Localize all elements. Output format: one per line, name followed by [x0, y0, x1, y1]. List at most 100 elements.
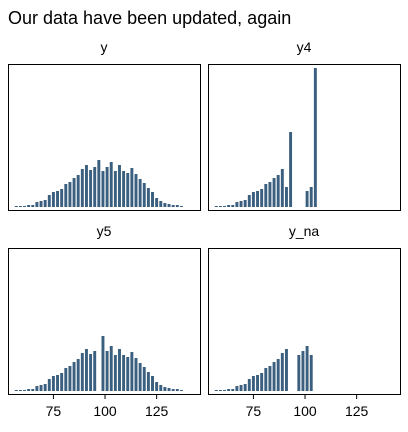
histogram-bar — [130, 168, 134, 207]
histogram-bar — [284, 187, 288, 207]
histogram-bar — [260, 189, 264, 207]
histogram-bar — [80, 353, 84, 391]
histogram-bar — [247, 195, 251, 207]
x-tick-label: 75 — [46, 403, 62, 419]
histogram-bar — [280, 169, 284, 207]
histogram-bar — [39, 201, 43, 207]
histogram-bar — [260, 373, 264, 391]
histogram-bar — [138, 179, 142, 207]
histogram-bar — [297, 355, 301, 391]
histogram-bar — [23, 206, 26, 207]
histogram-bar — [134, 174, 138, 207]
histogram-bar — [239, 385, 243, 391]
histogram-bar — [64, 184, 68, 207]
facet-panel-y: y — [8, 39, 201, 211]
histogram-bar — [14, 390, 18, 391]
histogram-bar — [171, 205, 175, 207]
facet-label: y5 — [97, 223, 112, 239]
x-tick-label: 100 — [93, 403, 117, 419]
histogram-bar — [130, 352, 134, 391]
histogram-bar — [272, 362, 276, 391]
histogram-bar — [84, 165, 88, 207]
histogram-bar — [27, 389, 31, 391]
histogram-bar — [218, 206, 222, 207]
histogram-bar — [122, 171, 126, 207]
histogram-bar — [89, 170, 93, 207]
facet-panel-y_na: y_na — [208, 223, 401, 395]
facet-panel-y4: y4 — [208, 39, 401, 211]
histogram-bar — [35, 202, 39, 207]
histogram-bar — [43, 384, 47, 391]
histogram-bar — [14, 206, 18, 207]
histogram-bar — [151, 192, 154, 207]
histogram-bar — [105, 167, 109, 207]
x-axes: 75 100 125 75 100 125 — [46, 394, 369, 419]
histogram-bar — [113, 355, 117, 391]
histogram-bar — [134, 358, 138, 391]
histogram-bar — [159, 385, 163, 391]
panel-frame — [8, 248, 201, 395]
histogram-bar — [214, 206, 218, 207]
histogram-bar — [122, 355, 126, 391]
histogram-bar — [239, 201, 243, 207]
histogram-bar — [93, 351, 97, 391]
histogram-bar — [76, 359, 80, 391]
histogram-bar — [56, 191, 60, 207]
histogram-bar — [268, 182, 272, 207]
histogram-bar — [105, 351, 109, 391]
histogram-bar — [171, 389, 175, 391]
histogram-bar — [56, 375, 60, 391]
histogram-bar — [18, 206, 22, 207]
x-tick-label: 100 — [293, 403, 317, 419]
histogram-bar — [243, 200, 247, 207]
histogram-bar — [231, 205, 235, 207]
histogram-bar — [76, 175, 80, 207]
facet-label: y — [101, 39, 108, 55]
histogram-bar — [118, 165, 121, 207]
histogram-bar — [256, 191, 260, 207]
histogram-bar — [218, 390, 222, 391]
chart-title: Our data have been updated, again — [8, 8, 291, 28]
histogram-bar — [23, 390, 26, 391]
histogram-bar — [146, 188, 150, 207]
histogram-bar — [175, 205, 179, 207]
histogram-bar — [72, 362, 76, 391]
histogram-bar — [138, 363, 142, 391]
facet-label: y_na — [289, 223, 320, 239]
histogram-bar — [268, 366, 272, 391]
histogram-bar — [80, 169, 84, 207]
histogram-bar — [84, 349, 88, 391]
histogram-bar — [155, 382, 159, 391]
histogram-bar — [113, 171, 117, 207]
histogram-bar — [163, 387, 167, 391]
histogram-bar — [31, 205, 35, 207]
histogram-bar — [68, 182, 72, 207]
histogram-bar — [309, 187, 313, 207]
histogram-bar — [305, 346, 309, 391]
histogram-bar — [276, 175, 280, 207]
histogram-bar — [289, 132, 293, 207]
histogram-bar — [247, 379, 251, 391]
histogram-bar — [313, 68, 317, 207]
histogram-bar — [280, 353, 284, 391]
histogram-bar — [68, 366, 72, 391]
histogram-bar — [126, 173, 130, 207]
histogram-bar — [251, 376, 255, 391]
histogram-bar — [163, 203, 167, 207]
histogram-bar — [27, 205, 31, 207]
histogram-bar — [60, 189, 64, 207]
histogram-bar — [223, 206, 226, 207]
histogram-bar — [155, 198, 159, 207]
histogram-bar — [301, 351, 305, 391]
histogram-bar — [101, 171, 105, 207]
histogram-bar — [272, 178, 276, 207]
histogram-bar — [35, 386, 39, 391]
facet-label: y4 — [297, 39, 312, 55]
histogram-bar — [89, 354, 93, 391]
histogram-bar — [227, 389, 231, 391]
histogram-bar — [31, 389, 35, 391]
histogram-bar — [251, 192, 255, 207]
histogram-bar — [118, 349, 121, 391]
histogram-bar — [47, 195, 51, 207]
